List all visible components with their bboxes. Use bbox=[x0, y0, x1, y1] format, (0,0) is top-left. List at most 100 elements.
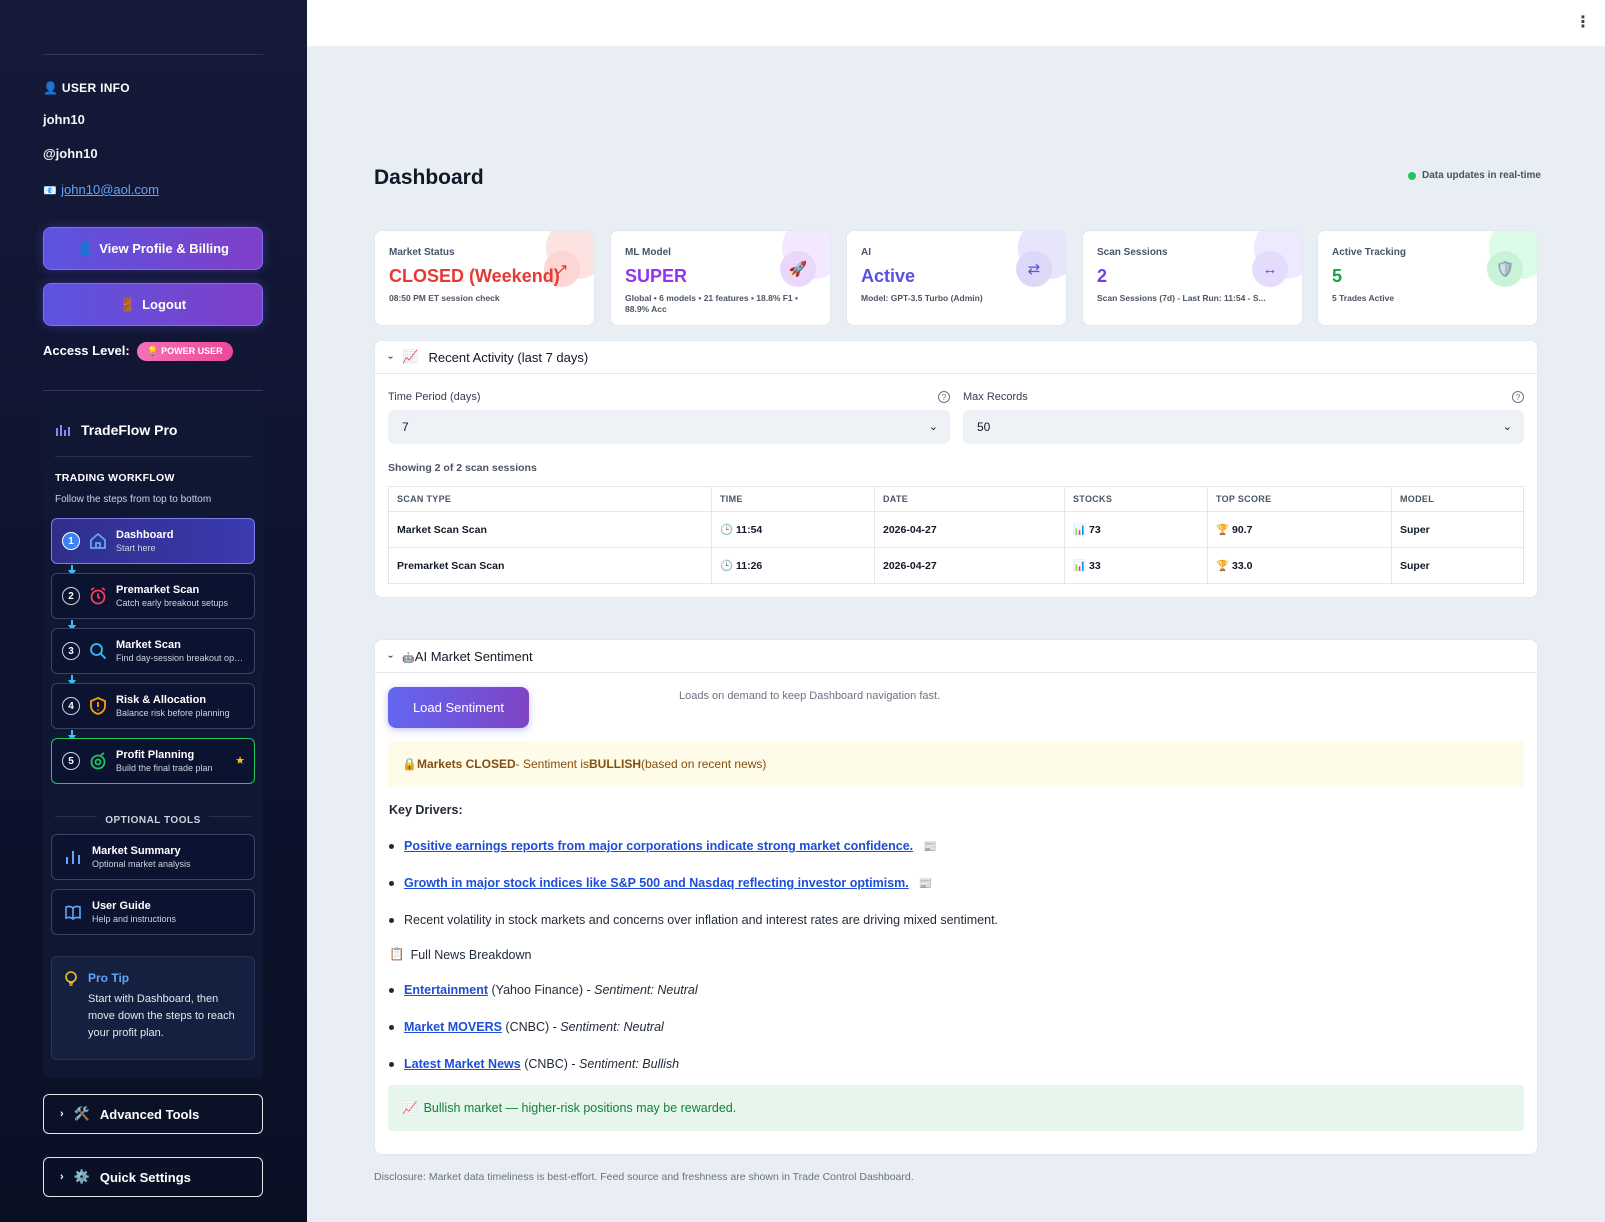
load-note: Loads on demand to keep Dashboard naviga… bbox=[679, 690, 941, 702]
trophy-icon: 🏆 bbox=[1216, 560, 1230, 572]
driver-link[interactable]: Growth in major stock indices like S&P 5… bbox=[404, 876, 909, 890]
divider bbox=[43, 54, 263, 55]
user-icon: 👤 bbox=[43, 81, 59, 95]
column-header[interactable]: STOCKS bbox=[1064, 486, 1208, 512]
step-risk-allocation[interactable]: 4 Risk & Allocation Balance risk before p… bbox=[51, 683, 255, 729]
market-status-alert: 🔒 Markets CLOSED - Sentiment is BULLISH … bbox=[388, 741, 1524, 787]
user-info-heading: 👤 USER INFO bbox=[43, 81, 130, 95]
logout-button[interactable]: 🚪 Logout bbox=[43, 283, 263, 326]
card-ml-model: 🚀 ML Model SUPER Global • 6 models • 21 … bbox=[610, 230, 831, 326]
advanced-tools-expander[interactable]: › 🛠️ Advanced Tools bbox=[43, 1094, 263, 1134]
arrow-up-right-icon: ↗ bbox=[544, 251, 580, 287]
shield-alert-icon bbox=[90, 697, 106, 715]
chevron-down-icon: › bbox=[385, 654, 397, 658]
news-link[interactable]: Latest Market News bbox=[404, 1057, 521, 1071]
newspaper-icon: 📰 bbox=[918, 877, 933, 890]
market-outlook-alert: 📈 Bullish market — higher-risk positions… bbox=[388, 1085, 1524, 1131]
bar-chart-icon: 📊 bbox=[1073, 560, 1087, 572]
driver-link[interactable]: Positive earnings reports from major cor… bbox=[404, 839, 914, 853]
time-period-select[interactable]: 7 ⌄ bbox=[388, 410, 950, 444]
recent-activity-header[interactable]: › 📈 Recent Activity (last 7 days) bbox=[375, 341, 1537, 374]
chevron-down-icon: › bbox=[385, 355, 397, 359]
access-level: Access Level: 💡 POWER USER bbox=[43, 342, 263, 361]
trophy-icon: 🏆 bbox=[1216, 524, 1230, 536]
lock-icon: 🔒 bbox=[402, 757, 417, 771]
step-dashboard[interactable]: 1 Dashboard Start here bbox=[51, 518, 255, 564]
star-icon: ★ bbox=[235, 755, 245, 767]
news-link[interactable]: Entertainment bbox=[404, 983, 489, 997]
realtime-indicator: Data updates in real-time bbox=[1408, 170, 1541, 181]
robot-icon: 🤖 bbox=[402, 652, 415, 664]
list-item: Growth in major stock indices like S&P 5… bbox=[389, 876, 932, 890]
card-scan-sessions: ↔ Scan Sessions 2 Scan Sessions (7d) - L… bbox=[1082, 230, 1303, 326]
list-item: Recent volatility in stock markets and c… bbox=[389, 913, 998, 927]
card-market-status: ↗ Market Status CLOSED (Weekend) 08:50 P… bbox=[374, 230, 595, 326]
book-icon bbox=[65, 905, 81, 921]
column-header[interactable]: TOP SCORE bbox=[1207, 486, 1392, 512]
column-header[interactable]: MODEL bbox=[1391, 486, 1524, 512]
list-item: Entertainment (Yahoo Finance) - Sentimen… bbox=[389, 983, 698, 997]
user-email-link[interactable]: john10@aol.com bbox=[61, 182, 159, 197]
optional-tools-heading: OPTIONAL TOOLS bbox=[97, 815, 209, 826]
alarm-clock-icon bbox=[90, 587, 106, 605]
workflow-subheading: Follow the steps from top to bottom bbox=[55, 494, 212, 505]
resize-icon: ↔ bbox=[1252, 251, 1288, 287]
time-period-label: Time Period (days) bbox=[388, 391, 481, 403]
status-dot bbox=[1408, 171, 1416, 180]
ai-sentiment-header[interactable]: › 🤖AI Market Sentiment bbox=[375, 640, 1537, 673]
quick-settings-expander[interactable]: › ⚙️ Quick Settings bbox=[43, 1157, 263, 1197]
step-profit-planning[interactable]: 5 Profit Planning Build the final trade p… bbox=[51, 738, 255, 784]
news-link[interactable]: Market MOVERS bbox=[404, 1020, 502, 1034]
clock-icon: 🕒 bbox=[720, 524, 734, 536]
workflow-heading: TRADING WORKFLOW bbox=[55, 472, 175, 484]
max-records-label: Max Records bbox=[963, 391, 1028, 403]
chevron-right-icon: › bbox=[60, 1108, 64, 1120]
user-email-row: 📧 john10@aol.com bbox=[43, 181, 263, 199]
view-profile-button[interactable]: 👤 View Profile & Billing bbox=[43, 227, 263, 270]
gear-icon: ⚙️ bbox=[73, 1169, 90, 1184]
chevron-down-icon: ⌄ bbox=[1502, 421, 1512, 433]
column-header[interactable]: SCAN TYPE bbox=[388, 486, 712, 512]
column-header[interactable]: TIME bbox=[711, 486, 875, 512]
chevron-down-icon: ⌄ bbox=[928, 421, 938, 433]
card-ai: ⇄ AI Active Model: GPT-3.5 Turbo (Admin) bbox=[846, 230, 1067, 326]
ai-sentiment-panel: › 🤖AI Market Sentiment Load Sentiment Lo… bbox=[374, 639, 1538, 1155]
newspaper-icon: 📰 bbox=[923, 840, 937, 853]
workflow-panel: TradeFlow Pro TRADING WORKFLOW Follow th… bbox=[43, 406, 263, 1078]
page-title: Dashboard bbox=[374, 166, 484, 189]
showing-count: Showing 2 of 2 scan sessions bbox=[388, 462, 537, 474]
search-icon bbox=[90, 643, 107, 660]
sidebar: 👤 USER INFO john10 @john10 📧 john10@aol.… bbox=[0, 0, 307, 1222]
step-market-scan[interactable]: 3 Market Scan Find day-session breakout o… bbox=[51, 628, 255, 674]
column-header[interactable]: DATE bbox=[874, 486, 1065, 512]
help-icon[interactable]: ? bbox=[938, 391, 950, 403]
target-icon bbox=[90, 752, 106, 770]
scan-sessions-table: SCAN TYPE TIME DATE STOCKS TOP SCORE MOD… bbox=[388, 486, 1524, 584]
tip-title: Pro Tip bbox=[88, 971, 130, 985]
divider bbox=[55, 456, 251, 457]
user-name: john10 bbox=[43, 112, 85, 127]
rocket-icon: 🚀 bbox=[780, 251, 816, 287]
user-handle: @john10 bbox=[43, 146, 98, 161]
divider bbox=[43, 390, 263, 391]
chevron-right-icon: › bbox=[60, 1171, 64, 1183]
tool-market-summary[interactable]: Market Summary Optional market analysis bbox=[51, 834, 255, 880]
tools-icon: 🛠️ bbox=[73, 1106, 90, 1121]
top-bar: ⋮ bbox=[307, 0, 1605, 46]
bar-chart-icon: 📊 bbox=[1073, 524, 1087, 536]
chart-icon bbox=[56, 425, 70, 436]
help-icon[interactable]: ? bbox=[1512, 391, 1524, 403]
max-records-select[interactable]: 50 ⌄ bbox=[963, 410, 1524, 444]
more-menu-icon[interactable]: ⋮ bbox=[1575, 14, 1591, 31]
disclosure: Disclosure: Market data timeliness is be… bbox=[374, 1171, 914, 1183]
home-icon bbox=[90, 532, 106, 549]
news-breakdown-heading: 📋 Full News Breakdown bbox=[389, 947, 532, 962]
tip-text: Start with Dashboard, then move down the… bbox=[88, 993, 235, 1039]
load-sentiment-button[interactable]: Load Sentiment bbox=[388, 687, 529, 728]
tool-user-guide[interactable]: User Guide Help and instructions bbox=[51, 889, 255, 935]
key-drivers-heading: Key Drivers: bbox=[389, 803, 463, 817]
step-premarket-scan[interactable]: 2 Premarket Scan Catch early breakout set… bbox=[51, 573, 255, 619]
list-item: Latest Market News (CNBC) - Sentiment: B… bbox=[389, 1057, 679, 1071]
card-active-tracking: 🛡️ Active Tracking 5 5 Trades Active bbox=[1317, 230, 1538, 326]
bar-chart-icon bbox=[66, 851, 80, 864]
